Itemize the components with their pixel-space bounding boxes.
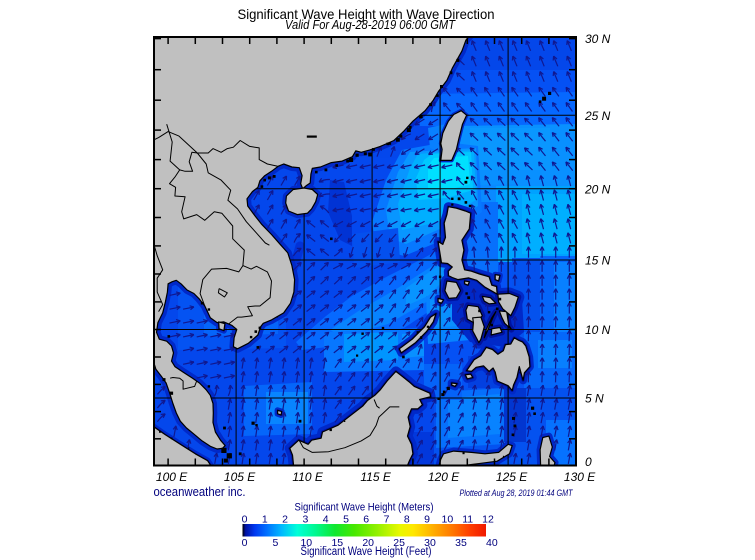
svg-text:0: 0 (585, 455, 592, 469)
svg-text:Plotted at Aug 28, 2019 01:44: Plotted at Aug 28, 2019 01:44 GMT (460, 488, 574, 498)
svg-text:30: 30 (424, 537, 436, 549)
svg-text:12: 12 (482, 514, 494, 526)
svg-text:40: 40 (486, 537, 498, 549)
svg-text:15: 15 (331, 537, 343, 549)
svg-text:25: 25 (393, 537, 405, 549)
svg-text:20: 20 (362, 537, 374, 549)
svg-text:10 N: 10 N (585, 323, 611, 337)
svg-text:120 E: 120 E (428, 470, 460, 484)
svg-text:10: 10 (442, 514, 454, 526)
svg-text:35: 35 (455, 537, 467, 549)
svg-text:105 E: 105 E (224, 470, 256, 484)
svg-text:1: 1 (262, 514, 268, 526)
svg-text:6: 6 (363, 514, 369, 526)
svg-text:0: 0 (242, 537, 248, 549)
svg-text:7: 7 (384, 514, 390, 526)
svg-text:0: 0 (242, 514, 248, 526)
svg-text:5: 5 (272, 537, 278, 549)
svg-text:5 N: 5 N (585, 392, 604, 406)
svg-text:Significant Wave Height with W: Significant Wave Height with Wave Direct… (238, 6, 495, 22)
svg-text:5: 5 (343, 514, 349, 526)
svg-text:oceanweather inc.: oceanweather inc. (154, 485, 246, 499)
svg-text:4: 4 (323, 514, 329, 526)
svg-text:125 E: 125 E (496, 470, 528, 484)
svg-text:115 E: 115 E (360, 470, 391, 484)
svg-text:130 E: 130 E (564, 470, 596, 484)
svg-text:25 N: 25 N (584, 109, 611, 123)
svg-text:100 E: 100 E (156, 470, 188, 484)
svg-text:3: 3 (302, 514, 308, 526)
svg-text:Valid For Aug-28-2019 06:00 GM: Valid For Aug-28-2019 06:00 GMT (285, 18, 456, 32)
svg-text:9: 9 (424, 514, 430, 526)
svg-text:20 N: 20 N (584, 182, 611, 196)
svg-text:Significant Wave Height (Feet): Significant Wave Height (Feet) (301, 546, 432, 558)
svg-text:110 E: 110 E (292, 470, 323, 484)
svg-text:2: 2 (282, 514, 288, 526)
svg-text:10: 10 (300, 537, 312, 549)
svg-text:11: 11 (462, 514, 473, 526)
svg-text:30 N: 30 N (585, 32, 611, 46)
svg-text:8: 8 (404, 514, 410, 526)
svg-text:15 N: 15 N (585, 254, 611, 268)
svg-text:Significant Wave Height (Meter: Significant Wave Height (Meters) (295, 502, 434, 514)
